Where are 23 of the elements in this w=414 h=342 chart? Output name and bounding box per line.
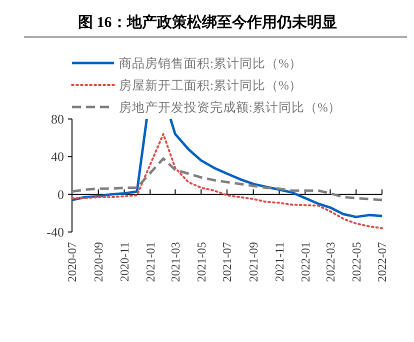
x-tick-label: 2021-01 [143,242,158,282]
y-tick-label: 40 [51,149,64,164]
y-tick-label: 0 [58,186,64,202]
line-series [71,133,383,230]
y-tick-label: 80 [51,112,64,127]
x-tick-label: 2020-09 [92,242,106,282]
x-tick-label: 2021-09 [246,242,261,282]
chart-title: 图 16：地产政策松绑至今作用仍未明显 [78,14,337,31]
y-tick-label: -40 [46,224,64,240]
x-tick-label: 2021-11 [272,242,286,282]
x-tick-label: 2021-07 [220,242,234,282]
x-tick-label: 2020-11 [117,242,132,282]
legend-label: 房地产开发投资完成额:累计同比（%） [119,99,341,114]
x-tick-label: 2022-03 [323,242,338,282]
x-tick-label: 2022-05 [349,242,364,282]
x-tick-label: 2021-03 [168,242,182,282]
legend-label: 房屋新开工面积:累计同比（%） [119,77,302,92]
x-tick-label: 2022-07 [375,242,390,282]
x-tick-label: 2020-07 [65,242,80,282]
x-tick-label: 2021-05 [194,242,208,282]
x-tick-label: 2022-01 [298,242,312,282]
line-series [70,157,384,202]
legend-label: 商品房销售面积:累计同比（%） [119,55,302,70]
